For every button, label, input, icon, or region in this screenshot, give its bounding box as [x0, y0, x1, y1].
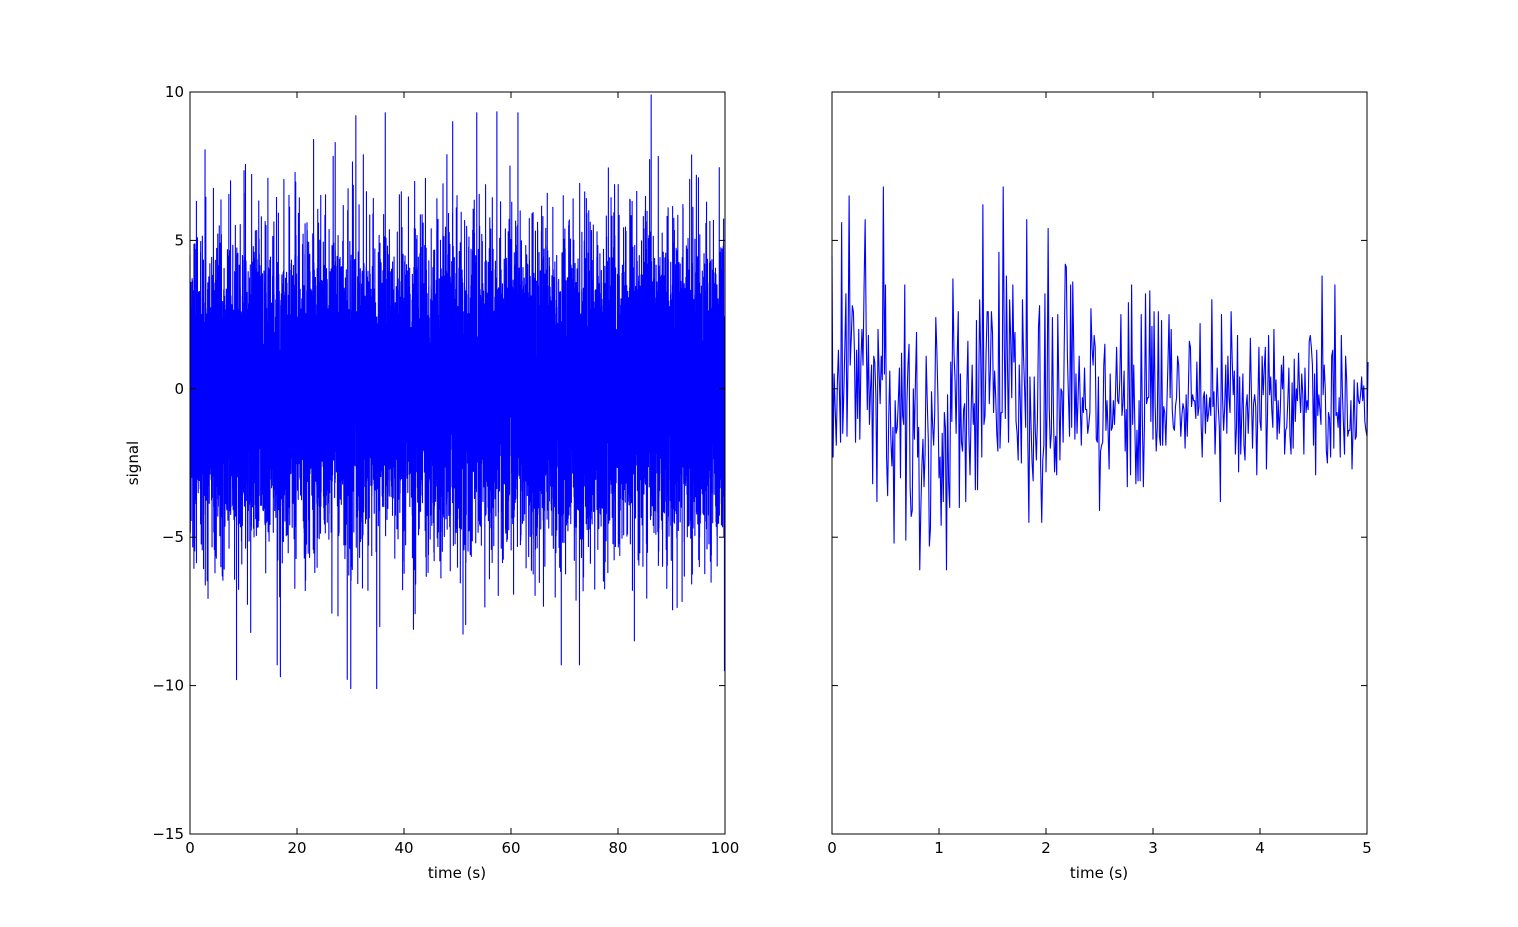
- left-plot: 0 20 40 60 80 100 10 5 0 −5 −10 −15 time (s) signal: [124, 83, 739, 882]
- right-x-tick-label: 1: [934, 839, 944, 857]
- left-y-tick-label: −10: [152, 677, 184, 695]
- left-x-tick-label: 100: [711, 839, 740, 857]
- left-y-tick-label: 10: [165, 83, 184, 101]
- left-y-tick-label: 0: [174, 380, 184, 398]
- right-x-tick-label: 4: [1255, 839, 1265, 857]
- left-tick-group: 0 20 40 60 80 100 10 5 0 −5 −10 −15: [152, 83, 739, 857]
- right-signal-line: [831, 186, 1369, 571]
- right-x-tick-label: 3: [1148, 839, 1158, 857]
- right-x-tick-label: 2: [1041, 839, 1051, 857]
- left-plot-frame: [189, 91, 726, 835]
- left-x-axis-label: time (s): [428, 864, 486, 882]
- left-x-tick-label: 60: [501, 839, 520, 857]
- right-plot-frame: [831, 91, 1368, 835]
- left-x-tick-label: 40: [394, 839, 413, 857]
- left-x-tick-label: 0: [185, 839, 195, 857]
- right-x-tick-label: 0: [827, 839, 837, 857]
- left-x-tick-label: 80: [608, 839, 627, 857]
- right-plot: 0 1 2 3 4 5 time (s): [827, 91, 1372, 882]
- right-x-axis-label: time (s): [1070, 864, 1128, 882]
- left-y-tick-label: −5: [162, 528, 184, 546]
- left-signal-line-group: [189, 94, 726, 690]
- left-y-tick-label: 5: [174, 231, 184, 249]
- right-tick-group: 0 1 2 3 4 5: [827, 91, 1372, 857]
- left-signal-line: [189, 94, 726, 690]
- right-x-tick-label: 5: [1362, 839, 1372, 857]
- right-signal-line-group: [831, 186, 1369, 571]
- left-y-axis-label: signal: [124, 441, 142, 485]
- left-y-tick-label: −15: [152, 825, 184, 843]
- left-x-tick-label: 20: [287, 839, 306, 857]
